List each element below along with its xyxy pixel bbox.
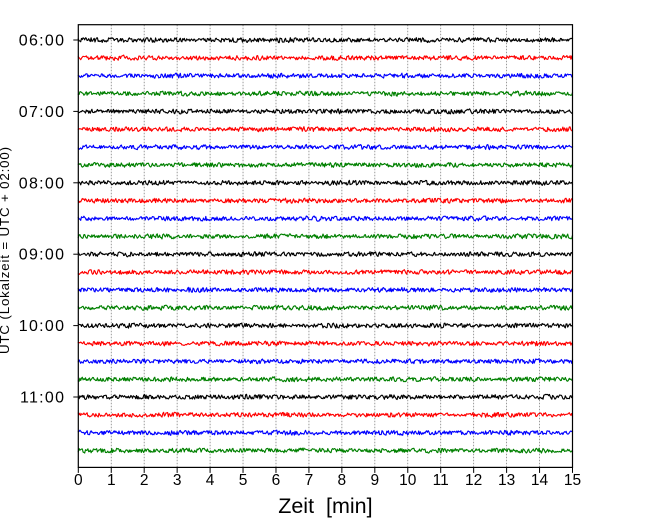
- svg-text:UTC (Lokalzeit = UTC + 02:00): UTC (Lokalzeit = UTC + 02:00): [0, 146, 12, 354]
- svg-text:6: 6: [272, 472, 281, 489]
- svg-text:10: 10: [399, 472, 417, 489]
- svg-text:07:00: 07:00: [19, 104, 66, 121]
- svg-text:09:00: 09:00: [19, 247, 66, 264]
- svg-text:11:00: 11:00: [20, 390, 65, 407]
- svg-text:1: 1: [107, 472, 116, 489]
- svg-text:11: 11: [433, 472, 449, 489]
- svg-text:Zeit [min]: Zeit [min]: [278, 494, 372, 518]
- svg-text:12: 12: [465, 472, 482, 489]
- svg-text:10:00: 10:00: [19, 318, 66, 335]
- svg-text:4: 4: [206, 472, 215, 489]
- svg-text:3: 3: [173, 472, 182, 489]
- svg-text:8: 8: [338, 472, 347, 489]
- svg-text:0: 0: [74, 472, 83, 489]
- svg-text:14: 14: [531, 472, 549, 489]
- svg-text:13: 13: [498, 472, 515, 489]
- svg-text:15: 15: [564, 472, 581, 489]
- svg-text:2: 2: [140, 472, 149, 489]
- svg-text:7: 7: [305, 472, 314, 489]
- svg-text:9: 9: [371, 472, 380, 489]
- svg-text:5: 5: [239, 472, 248, 489]
- svg-text:08:00: 08:00: [19, 175, 66, 192]
- svg-text:06:00: 06:00: [19, 33, 66, 50]
